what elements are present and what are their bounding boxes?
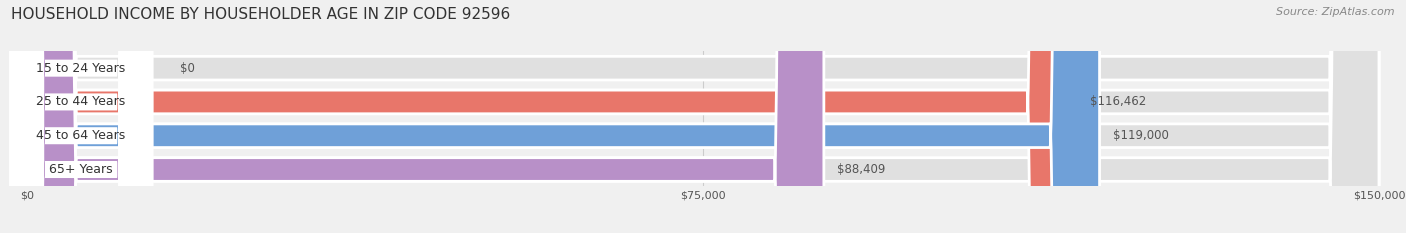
FancyBboxPatch shape <box>27 0 1099 233</box>
FancyBboxPatch shape <box>8 0 153 233</box>
Text: HOUSEHOLD INCOME BY HOUSEHOLDER AGE IN ZIP CODE 92596: HOUSEHOLD INCOME BY HOUSEHOLDER AGE IN Z… <box>11 7 510 22</box>
Text: Source: ZipAtlas.com: Source: ZipAtlas.com <box>1277 7 1395 17</box>
FancyBboxPatch shape <box>8 0 153 233</box>
Text: 25 to 44 Years: 25 to 44 Years <box>37 96 125 108</box>
FancyBboxPatch shape <box>27 0 1077 233</box>
Text: 65+ Years: 65+ Years <box>49 163 112 176</box>
Text: $119,000: $119,000 <box>1114 129 1168 142</box>
Text: $116,462: $116,462 <box>1090 96 1146 108</box>
Text: 15 to 24 Years: 15 to 24 Years <box>37 62 125 75</box>
FancyBboxPatch shape <box>8 0 153 233</box>
FancyBboxPatch shape <box>27 0 1379 233</box>
FancyBboxPatch shape <box>27 0 1379 233</box>
FancyBboxPatch shape <box>8 0 153 233</box>
Text: $0: $0 <box>180 62 195 75</box>
FancyBboxPatch shape <box>27 0 1379 233</box>
Text: $88,409: $88,409 <box>838 163 886 176</box>
FancyBboxPatch shape <box>27 0 824 233</box>
FancyBboxPatch shape <box>27 0 1379 233</box>
Text: 45 to 64 Years: 45 to 64 Years <box>37 129 125 142</box>
